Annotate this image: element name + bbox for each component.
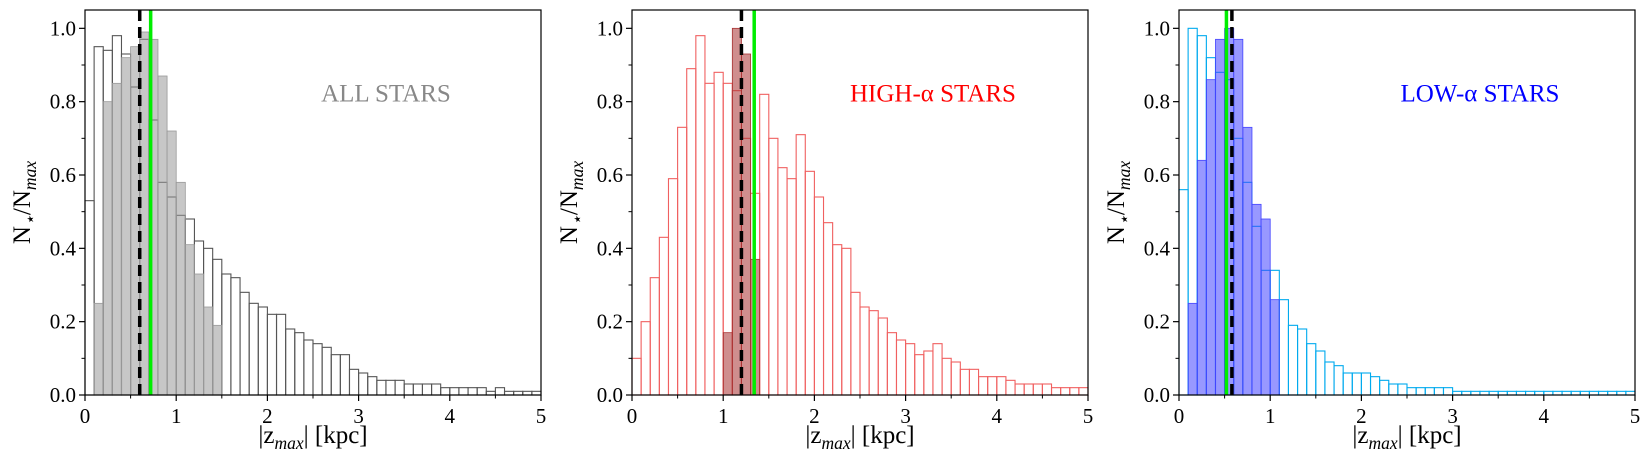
- low-alpha-stars-y-tick-label: 1.0: [1144, 16, 1170, 40]
- high-alpha-stars-x-tick-label: 3: [900, 404, 911, 428]
- high-alpha-stars-y-axis-label: N⋆​/Nmax​: [556, 161, 587, 244]
- low-alpha-stars-y-tick-label: 0.6: [1144, 163, 1170, 187]
- high-alpha-stars-y-tick-label: 1.0: [597, 16, 623, 40]
- all-stars-x-tick-label: 0: [80, 404, 91, 428]
- low-alpha-stars-x-tick-label: 5: [1630, 404, 1641, 428]
- all-stars-filled-bar: [212, 324, 223, 396]
- high-alpha-stars-x-tick-label: 4: [992, 404, 1003, 428]
- low-alpha-stars-annotation: LOW-α STARS: [1400, 81, 1559, 108]
- panel-all-stars: 0 1 2 3 4 5 0.0 0.2 0.4 0.6 0.8 1.0 |zmax​| [kpc] N⋆​…: [9, 9, 547, 453]
- low-alpha-stars-filled-bar: [1233, 38, 1244, 396]
- low-alpha-stars-x-tick-label: 1: [1265, 404, 1276, 428]
- low-alpha-stars-filled-bar: [1242, 126, 1253, 396]
- high-alpha-stars-y-tick-label: 0.2: [597, 310, 623, 334]
- high-alpha-stars-x-tick-label: 0: [627, 404, 638, 428]
- low-alpha-stars-x-axis-label: |zmax​| [kpc]: [1352, 422, 1461, 453]
- all-stars-x-tick-label: 3: [353, 404, 364, 428]
- low-alpha-stars-x-tick-label: 2: [1356, 404, 1367, 428]
- low-alpha-stars-y-tick-label: 0.0: [1144, 383, 1170, 407]
- all-stars-filled-bar: [102, 101, 113, 396]
- low-alpha-stars-x-tick-label: 4: [1539, 404, 1550, 428]
- all-stars-filled-bar: [93, 302, 104, 396]
- all-stars-y-tick-label: 0.4: [50, 236, 77, 260]
- low-alpha-stars-x-tick-label: 0: [1174, 404, 1185, 428]
- all-stars-filled-bar: [121, 57, 132, 396]
- all-stars-x-tick-label: 5: [536, 404, 547, 428]
- all-stars-x-tick-label: 1: [171, 404, 182, 428]
- high-alpha-stars-annotation: HIGH-α STARS: [850, 81, 1016, 108]
- all-stars-filled-bar: [175, 181, 186, 396]
- high-alpha-stars-x-tick-label: 1: [718, 404, 729, 428]
- all-stars-annotation: ALL STARS: [321, 81, 451, 108]
- high-alpha-stars-x-tick-label: 5: [1083, 404, 1094, 428]
- all-stars-y-axis-label: N⋆​/Nmax​: [9, 161, 40, 244]
- all-stars-y-tick-label: 0.0: [50, 383, 76, 407]
- all-stars-filled-bar: [203, 306, 214, 396]
- low-alpha-stars-y-tick-label: 0.2: [1144, 310, 1170, 334]
- high-alpha-stars-y-tick-label: 0.4: [597, 236, 624, 260]
- low-alpha-stars-filled-bar: [1215, 38, 1225, 396]
- high-alpha-stars-x-tick-label: 2: [809, 404, 820, 428]
- high-alpha-stars-y-tick-label: 0.0: [597, 383, 623, 407]
- all-stars-filled-bar: [194, 273, 204, 396]
- high-alpha-stars-x-axis-label: |zmax​| [kpc]: [805, 422, 914, 453]
- all-stars-y-tick-label: 0.6: [50, 163, 76, 187]
- low-alpha-stars-x-tick-label: 3: [1447, 404, 1458, 428]
- all-stars-y-tick-label: 1.0: [50, 16, 76, 40]
- all-stars-filled-bar: [166, 130, 177, 396]
- low-alpha-stars-filled-bar: [1251, 203, 1262, 396]
- high-alpha-stars-filled-bar: [722, 332, 733, 396]
- low-alpha-stars-filled-bar: [1196, 159, 1207, 396]
- all-stars-x-tick-label: 2: [262, 404, 273, 428]
- low-alpha-stars-y-tick-label: 0.8: [1144, 90, 1170, 114]
- low-alpha-stars-filled-bar: [1205, 79, 1216, 396]
- low-alpha-stars-filled-bar: [1260, 218, 1271, 396]
- panel-high-alpha-stars: 0 1 2 3 4 5 0.0 0.2 0.4 0.6 0.8 1.0 |zmax​| [kpc] N⋆​…: [556, 9, 1094, 453]
- all-stars-filled-bar: [111, 82, 122, 396]
- high-alpha-stars-y-tick-label: 0.8: [597, 90, 623, 114]
- low-alpha-stars-series-filled: [1187, 27, 1280, 396]
- low-alpha-stars-filled-bar: [1187, 302, 1198, 396]
- all-stars-y-tick-label: 0.8: [50, 90, 76, 114]
- low-alpha-stars-y-axis-label: N⋆​/Nmax​: [1103, 161, 1134, 244]
- low-alpha-stars-y-tick-label: 0.4: [1144, 236, 1171, 260]
- low-alpha-stars-filled-bar: [1269, 299, 1280, 396]
- all-stars-x-tick-label: 4: [445, 404, 456, 428]
- all-stars-filled-bar: [184, 244, 195, 396]
- all-stars-y-tick-label: 0.2: [50, 310, 76, 334]
- panel-low-alpha-stars: 0 1 2 3 4 5 0.0 0.2 0.4 0.6 0.8 1.0 |zmax​| [kpc] N⋆​…: [1103, 9, 1641, 453]
- all-stars-x-axis-label: |zmax​| [kpc]: [258, 422, 367, 453]
- all-stars-filled-bar: [157, 75, 168, 396]
- high-alpha-stars-y-tick-label: 0.6: [597, 163, 623, 187]
